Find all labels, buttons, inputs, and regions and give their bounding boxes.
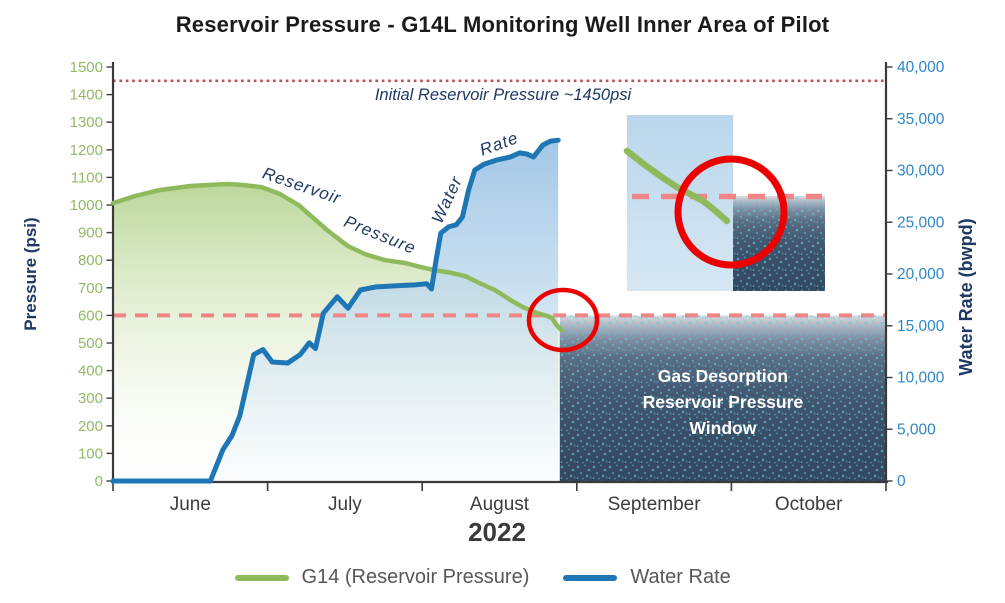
inset-highlight-circle (674, 155, 788, 269)
right-axis-tick-label: 0 (897, 473, 906, 490)
left-axis-tick-label: 1200 (70, 142, 103, 159)
left-axis-tick-label: 1500 (70, 59, 103, 76)
gas-desorption-window-label: Window (689, 418, 756, 438)
left-axis-tick-label: 400 (78, 363, 103, 380)
right-axis-tick-label: 5,000 (897, 421, 936, 438)
left-axis-tick-label: 1300 (70, 114, 103, 131)
inset-window-speckles (733, 196, 825, 291)
month-label: July (328, 494, 362, 515)
left-axis-tick-label: 1000 (70, 197, 103, 214)
right-axis-tick-label: 15,000 (897, 318, 945, 335)
g14-line-swatch (234, 574, 289, 581)
left-axis-tick-label: 300 (78, 390, 103, 407)
inset-pressure-line (623, 147, 731, 225)
left-axis-title: Pressure (psi) (21, 217, 40, 330)
left-axis-tick-label: 700 (78, 280, 103, 297)
right-axis-tick-label: 30,000 (897, 163, 945, 180)
month-label: October (775, 494, 843, 515)
left-axis-tick-label: 200 (78, 418, 103, 435)
right-axis-tick-label: 25,000 (897, 214, 945, 231)
left-axis-tick-label: 0 (95, 473, 103, 490)
left-axis-tick-label: 800 (78, 252, 103, 269)
water-rate-line (110, 137, 561, 484)
left-axis-tick-label: 1400 (70, 87, 103, 104)
left-axis-tick-label: 600 (78, 307, 103, 324)
chart-title: Reservoir Pressure - G14L Monitoring Wel… (175, 12, 830, 37)
water-rate-line-swatch (563, 574, 618, 581)
legend-item-water-rate: Water Rate (563, 566, 731, 589)
year-label: 2022 (468, 517, 526, 547)
month-label: June (170, 494, 211, 515)
right-axis-tick-label: 10,000 (897, 370, 945, 387)
left-axis-tick-label: 1100 (71, 169, 103, 186)
reservoir-pressure-line (110, 181, 564, 333)
month-label: August (470, 494, 530, 515)
legend-item-g14: G14 (Reservoir Pressure) (234, 566, 530, 589)
zoom-inset-panel (623, 115, 825, 291)
right-axis-tick-label: 35,000 (897, 111, 945, 128)
month-label: September (608, 494, 702, 515)
window-speckles (559, 315, 886, 481)
right-axis-tick-label: 20,000 (897, 266, 945, 283)
left-axis-tick-label: 900 (78, 225, 103, 242)
gas-desorption-window-label: Gas Desorption (658, 366, 788, 386)
gas-desorption-window (559, 315, 886, 481)
legend-label-g14: G14 (Reservoir Pressure) (301, 566, 530, 588)
initial-pressure-annotation: Initial Reservoir Pressure ~1450psi (375, 86, 633, 104)
right-axis-title: Water Rate (bwpd) (956, 218, 976, 375)
legend-label-water-rate: Water Rate (630, 566, 731, 588)
right-axis-tick-label: 40,000 (897, 59, 945, 76)
gas-desorption-window-label: Reservoir Pressure (643, 392, 804, 412)
crossing-highlight-circle (526, 287, 600, 353)
chart-legend: G14 (Reservoir Pressure) Water Rate (234, 566, 731, 589)
left-axis-tick-label: 100 (78, 445, 103, 462)
left-axis-tick-label: 500 (78, 335, 103, 352)
water-rate-area (113, 140, 559, 481)
